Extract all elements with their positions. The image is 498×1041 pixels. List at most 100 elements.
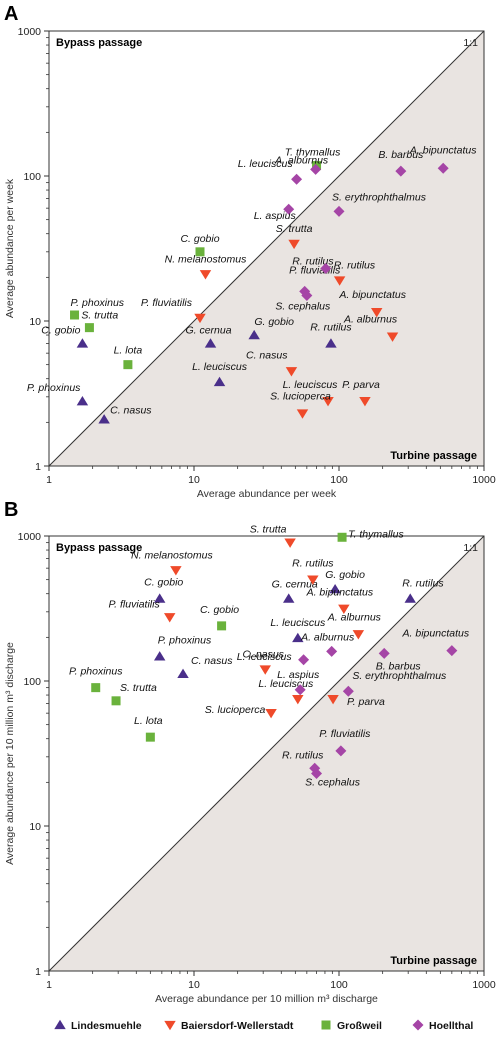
point-s-trutta xyxy=(111,696,121,706)
point-t-thymallus xyxy=(337,532,347,542)
point-label-r-rutilus: R. rutilus xyxy=(292,558,334,570)
legend-item-lindesmuehle: Lindesmuehle xyxy=(54,1019,142,1032)
point-a-bipunctatus xyxy=(338,604,350,614)
point-label-l-leuciscus: L. leuciscus xyxy=(192,361,248,373)
point-c-nasus xyxy=(259,665,271,675)
point-l-leuciscus xyxy=(292,632,304,643)
point-p-fluviatilis xyxy=(194,313,206,324)
point-label-g-gobio: G. gobio xyxy=(254,316,294,328)
point-label-n-melanostomus: N. melanostomus xyxy=(131,549,213,561)
point-p-phoxinus xyxy=(70,310,80,320)
point-label-s-cephalus: S. cephalus xyxy=(275,300,331,312)
point-label-l-aspius: L. aspius xyxy=(277,669,320,681)
point-l-aspius xyxy=(294,684,306,696)
series-hoellthal: L. leuciscus A. alburnus L. aspius S. eryth… xyxy=(237,628,470,789)
point-c-gobio xyxy=(195,247,205,257)
x-tick-label: 1 xyxy=(46,979,52,991)
panel-a: A Bypass passage Turbine passage 1:1 11 10 10 1… xyxy=(4,3,496,500)
point-label-l-aspius: L. aspius xyxy=(254,210,297,222)
point-a-bipunctatus xyxy=(446,645,458,657)
legend: Lindesmuehle Baiersdorf-Wellerstadt Großwe… xyxy=(54,1019,473,1032)
point-label-a-alburnus: A. alburnus xyxy=(300,631,355,643)
point-label-s-lucioperca: S. lucioperca xyxy=(270,391,331,403)
point-a-bipunctatus xyxy=(370,308,383,318)
panel-b: B Bypass passage Turbine passage 1:1 11 10 10 1… xyxy=(4,499,496,1005)
plot-frame xyxy=(48,30,485,467)
series-lindesmuehle: C. gobio P. phoxinus C. nasus G. cernua G. g… xyxy=(27,316,352,424)
point-c-nasus xyxy=(98,414,110,424)
legend-label-hoellthal: Hoellthal xyxy=(429,1020,473,1032)
legend-item-hoellthal: Hoellthal xyxy=(412,1019,473,1032)
y-tick-label: 1000 xyxy=(18,531,42,543)
point-label-c-gobio: C. gobio xyxy=(180,233,219,245)
point-label-l-lota: L. lota xyxy=(134,715,163,727)
legend-marker-baiersdorf-wellerstadt xyxy=(164,1020,176,1031)
point-c-gobio xyxy=(217,621,227,631)
y-tick-label: 1 xyxy=(35,461,41,473)
turbine-passage-label: Turbine passage xyxy=(390,450,477,462)
point-label-s-trutta: S. trutta xyxy=(250,524,287,536)
point-label-s-trutta: S. trutta xyxy=(81,310,118,322)
point-c-gobio xyxy=(153,593,166,603)
point-label-c-nasus: C. nasus xyxy=(110,404,152,416)
point-label-p-fluviatilis: P. fluviatilis xyxy=(109,598,161,610)
x-tick-label: 1 xyxy=(46,474,52,486)
point-label-s-erythrophthalmus: S. erythrophthalmus xyxy=(332,191,427,203)
point-label-p-phoxinus: P. phoxinus xyxy=(71,297,125,309)
point-b-barbus xyxy=(378,647,390,659)
point-label-p-parva: P. parva xyxy=(342,379,380,391)
panel-letter: B xyxy=(4,499,18,521)
point-label-l-leuciscus: L. leuciscus xyxy=(237,651,293,663)
point-label-a-bipunctatus: A. bipunctatus xyxy=(409,144,477,156)
y-tick-label: 100 xyxy=(23,676,41,688)
point-b-barbus xyxy=(395,165,407,177)
point-label-p-phoxinus: P. phoxinus xyxy=(69,666,123,678)
point-s-trutta xyxy=(288,239,300,250)
legend-item-gro-weil: Großweil xyxy=(321,1020,382,1032)
x-tick-label: 100 xyxy=(330,979,348,991)
point-s-trutta xyxy=(84,323,94,333)
point-label-r-rutilus: R. rutilus xyxy=(282,749,324,761)
point-label-c-nasus: C. nasus xyxy=(246,349,288,361)
point-label-p-fluviatilis: P. fluviatilis xyxy=(141,297,193,309)
point-p-fluviatilis xyxy=(163,613,176,623)
point-label-s-erythrophthalmus: S. erythrophthalmus xyxy=(352,670,447,682)
point-l-lota xyxy=(145,732,155,742)
point-l-leuciscus xyxy=(298,654,310,666)
y-axis-title: Average abundance per week xyxy=(4,178,16,318)
point-label-r-rutilus: R. rutilus xyxy=(402,578,444,590)
point-label-l-lota: L. lota xyxy=(114,345,143,357)
point-label-r-rutilus: R. rutilus xyxy=(292,256,334,268)
x-axis-title: Average abundance per 10 million m³ disc… xyxy=(155,993,378,1005)
point-l-leuciscus xyxy=(292,694,304,705)
point-s-trutta xyxy=(284,538,296,548)
point-label-a-bipunctatus: A. bipunctatus xyxy=(402,628,470,640)
point-label-c-nasus: C. nasus xyxy=(191,655,233,667)
point-label-n-melanostomus: N. melanostomus xyxy=(165,253,247,265)
point-p-phoxinus xyxy=(153,651,166,661)
point-label-p-phoxinus: P. phoxinus xyxy=(27,382,81,394)
point-label-a-alburnus: A. alburnus xyxy=(274,154,329,166)
point-label-l-leuciscus: L. leuciscus xyxy=(283,379,339,391)
y-tick-label: 1 xyxy=(35,966,41,978)
point-label-g-cernua: G. cernua xyxy=(272,579,318,591)
y-tick-label: 1000 xyxy=(18,26,42,38)
point-s-lucioperca xyxy=(296,409,309,419)
point-label-a-alburnus: A. alburnus xyxy=(327,611,382,623)
x-tick-label: 100 xyxy=(330,474,348,486)
x-axis-title: Average abundance per week xyxy=(197,488,337,500)
point-label-r-rutilus: R. rutilus xyxy=(310,321,352,333)
point-l-aspius xyxy=(283,203,295,215)
point-label-g-gobio: G. gobio xyxy=(325,569,365,581)
x-tick-label: 10 xyxy=(188,474,200,486)
point-g-gobio xyxy=(248,329,260,340)
one-to-one-line xyxy=(48,535,485,972)
point-label-g-cernua: G. cernua xyxy=(185,324,231,336)
series-baiersdorf-wellerstadt: N. melanostomus P. fluviatilis S. trutta R.… xyxy=(109,524,385,719)
y-tick-label: 10 xyxy=(29,821,41,833)
